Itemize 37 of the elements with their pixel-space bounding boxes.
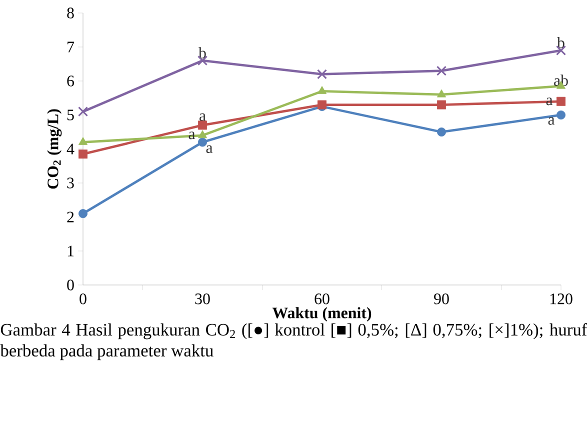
point	[437, 100, 446, 110]
point	[436, 89, 446, 98]
y-tick-label: 7	[68, 42, 74, 52]
y-tick-label: 8	[67, 8, 74, 18]
annotation: b	[198, 47, 206, 58]
point	[78, 136, 88, 145]
point	[78, 209, 88, 218]
annotation: a	[548, 117, 555, 125]
y-tick-label: 3	[67, 178, 74, 188]
point	[317, 86, 327, 94]
point	[556, 110, 566, 120]
y-tick-label: 1	[68, 246, 74, 256]
y-tick-label: 5	[67, 110, 74, 120]
point	[78, 150, 88, 159]
y-tick-label: 6	[67, 76, 74, 86]
annotation: a	[200, 113, 206, 121]
x-tick-label: 120	[550, 294, 572, 304]
y-tick-label: 2	[67, 212, 74, 222]
text: Gambar 4 Hasil pengukuran CO$_{2}$ ([●] kontrol [■] 0,5%; [Δ] 0,75%; [×]1%); huruf berbeda pada parameter waktu	[0, 323, 587, 360]
point	[198, 130, 208, 138]
y-tick-label: 0	[67, 280, 74, 290]
point	[198, 120, 208, 130]
annotation: b	[557, 36, 564, 48]
y-axis-title: CO$_{2}$ (mg/L)	[47, 109, 62, 189]
y-tick-label: 4	[66, 144, 74, 154]
x-axis-title: Waktu (menit)	[272, 307, 372, 322]
point	[436, 66, 447, 76]
x-tick-label: 90	[434, 294, 449, 304]
point	[437, 127, 446, 136]
x-tick-label: 60	[314, 294, 330, 304]
x-tick-label: 0	[80, 294, 86, 304]
point	[198, 138, 208, 147]
point	[556, 96, 566, 106]
annotation: a	[206, 145, 213, 154]
x-tick-label: 30	[195, 294, 210, 304]
point	[316, 69, 328, 80]
point	[78, 106, 88, 117]
